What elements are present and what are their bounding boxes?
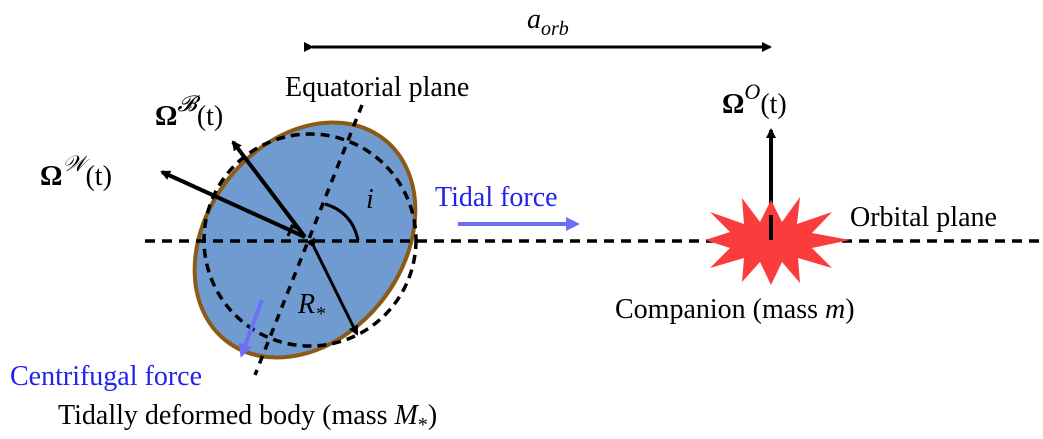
body-label: Tidally deformed body (mass M*) (58, 400, 437, 436)
inclination-label: i (366, 184, 374, 215)
companion-star (705, 197, 850, 285)
centrifugal-force-label: Centrifugal force (10, 361, 202, 392)
omega-b-label: Ω𝓑(t) (155, 91, 223, 132)
diagram: aorb Equatorial plane Ω𝓑(t) Ω𝒲(t) ΩO(t) … (0, 0, 1043, 439)
omega-o-label: ΩO(t) (722, 79, 787, 120)
orbital-plane-label: Orbital plane (850, 202, 997, 233)
omega-w-label: Ω𝒲(t) (40, 151, 112, 192)
equatorial-plane-label: Equatorial plane (285, 72, 469, 103)
companion-label: Companion (mass m) (615, 294, 855, 325)
tidal-force-label: Tidal force (435, 182, 558, 213)
a-orb-label: aorb (527, 4, 569, 40)
